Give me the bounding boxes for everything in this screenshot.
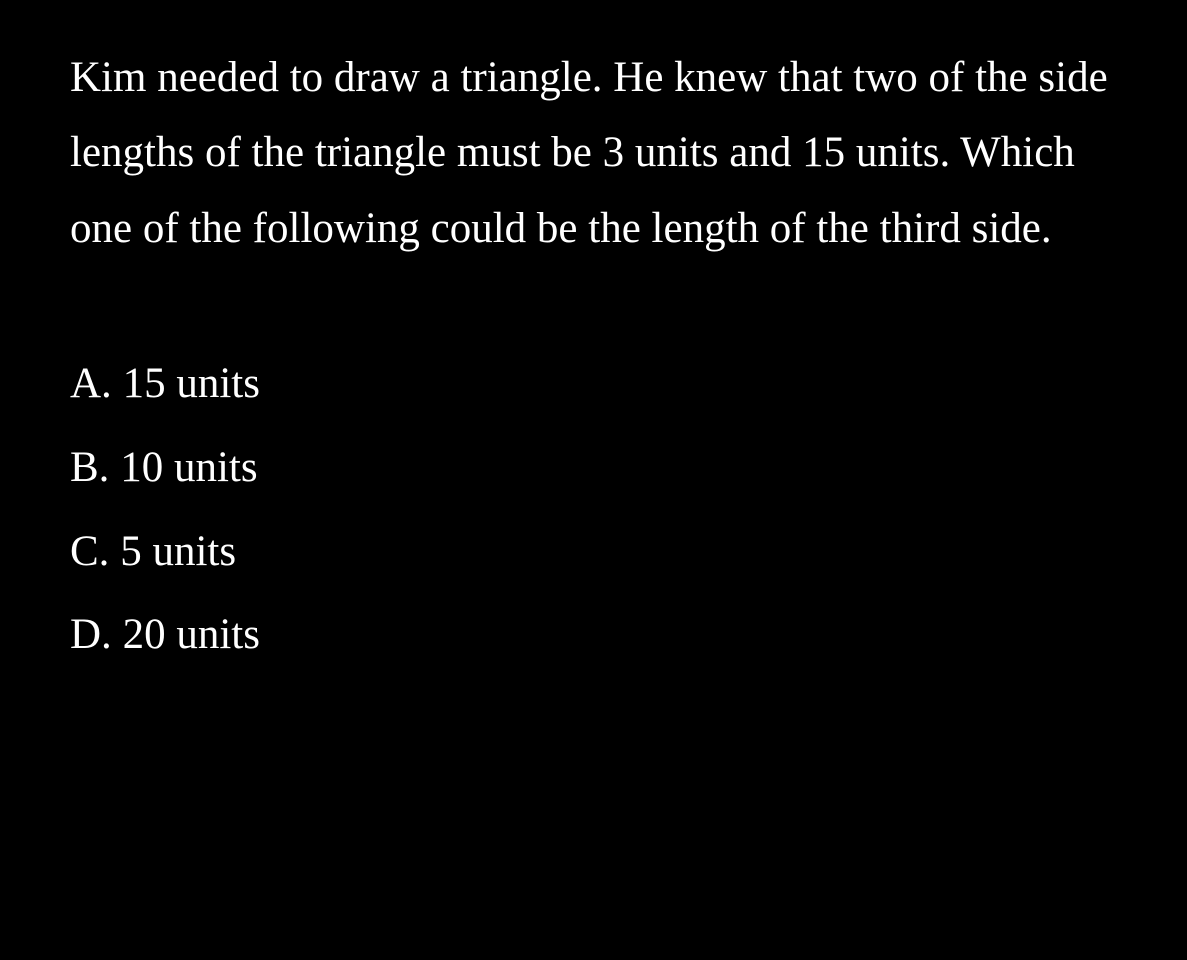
option-value: 5 units bbox=[120, 528, 236, 575]
question-text: Kim needed to draw a triangle. He knew t… bbox=[70, 40, 1127, 266]
option-c: C. 5 units bbox=[70, 524, 1127, 580]
option-label: B. bbox=[70, 444, 109, 491]
option-b: B. 10 units bbox=[70, 440, 1127, 496]
option-value: 20 units bbox=[123, 611, 260, 658]
option-a: A. 15 units bbox=[70, 356, 1127, 412]
option-label: A. bbox=[70, 360, 112, 407]
option-d: D. 20 units bbox=[70, 607, 1127, 663]
option-label: D. bbox=[70, 611, 112, 658]
option-value: 15 units bbox=[123, 360, 260, 407]
option-label: C. bbox=[70, 528, 109, 575]
option-value: 10 units bbox=[120, 444, 257, 491]
options-list: A. 15 units B. 10 units C. 5 units D. 20… bbox=[70, 356, 1127, 664]
